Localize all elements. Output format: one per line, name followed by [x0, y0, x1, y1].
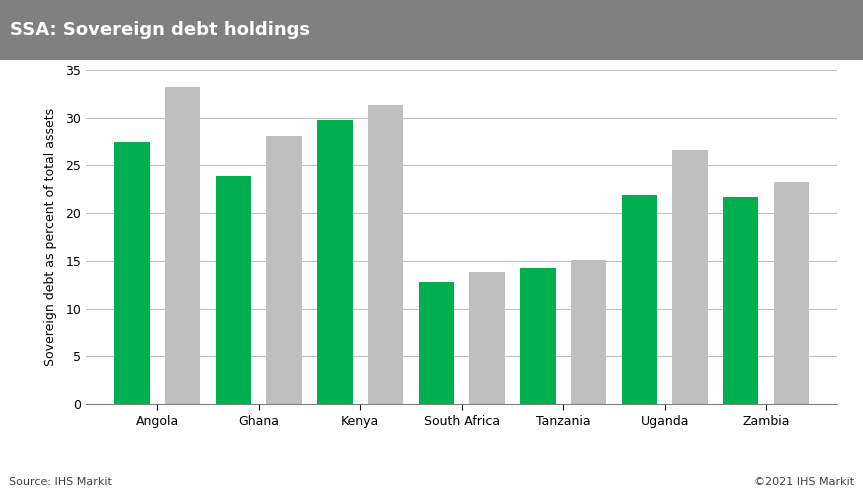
- Bar: [469, 272, 505, 404]
- Bar: [723, 197, 759, 404]
- Bar: [621, 195, 657, 404]
- Bar: [267, 136, 302, 404]
- Bar: [368, 105, 403, 404]
- Bar: [774, 182, 809, 404]
- Text: Source: IHS Markit: Source: IHS Markit: [9, 477, 111, 487]
- Bar: [520, 267, 556, 404]
- Bar: [114, 142, 149, 404]
- Bar: [165, 87, 200, 404]
- Bar: [216, 176, 251, 404]
- Text: SSA: Sovereign debt holdings: SSA: Sovereign debt holdings: [10, 21, 311, 39]
- Legend: Sovereign debt holdings 2019, Sovereign debt holdings 2020: Sovereign debt holdings 2019, Sovereign …: [228, 471, 696, 494]
- Bar: [672, 150, 708, 404]
- Bar: [570, 260, 607, 404]
- Text: ©2021 IHS Markit: ©2021 IHS Markit: [754, 477, 854, 487]
- Bar: [317, 120, 353, 404]
- Y-axis label: Sovereign debt as percent of total assets: Sovereign debt as percent of total asset…: [44, 108, 57, 366]
- Bar: [419, 282, 454, 404]
